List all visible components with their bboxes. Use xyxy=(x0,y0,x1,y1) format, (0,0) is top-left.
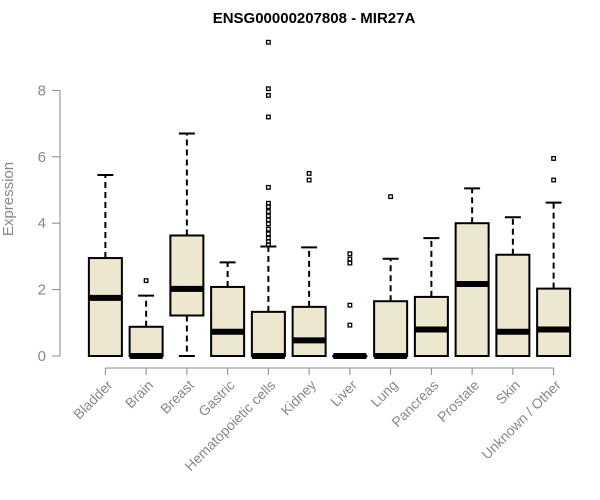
outlier-point xyxy=(265,92,271,98)
box-body xyxy=(210,285,246,357)
x-tick-label: Lung xyxy=(367,377,400,410)
y-axis: 0 2 4 6 8 xyxy=(38,82,61,365)
y-tick-label: 8 xyxy=(38,82,46,99)
box-liver xyxy=(332,251,368,359)
box-unknown-other xyxy=(536,156,572,358)
outlier-point xyxy=(265,231,271,237)
x-tick-label: Prostate xyxy=(434,377,482,425)
y-axis-label: Expression xyxy=(0,162,17,236)
box-brain xyxy=(128,278,164,359)
outlier-point xyxy=(265,39,271,45)
box-body xyxy=(454,222,490,357)
box-body xyxy=(87,257,123,357)
outlier-point xyxy=(265,221,271,227)
outlier-point xyxy=(265,209,271,215)
outlier-point xyxy=(347,302,353,308)
outlier-point xyxy=(347,251,353,257)
x-tick-label: Breast xyxy=(157,377,197,417)
y-tick-label: 6 xyxy=(38,149,46,166)
box-skin xyxy=(495,216,531,358)
outlier-point xyxy=(265,217,271,223)
box-prostate xyxy=(454,187,490,357)
outlier-point xyxy=(265,200,271,206)
y-tick-label: 2 xyxy=(38,282,46,299)
outlier-point xyxy=(306,170,312,176)
box-pancreas xyxy=(413,237,449,357)
outlier-point xyxy=(265,86,271,92)
outlier-point xyxy=(143,278,149,284)
box-gastric xyxy=(210,261,246,357)
box-kidney xyxy=(291,170,327,358)
chart-title: ENSG00000207808 - MIR27A xyxy=(213,10,416,27)
outlier-point xyxy=(265,114,271,120)
x-tick-label: Bladder xyxy=(70,377,116,423)
x-tick-label: Skin xyxy=(492,377,523,408)
outlier-point xyxy=(265,184,271,190)
outlier-point xyxy=(265,213,271,219)
x-tick-label: Liver xyxy=(327,377,360,410)
box-body xyxy=(373,300,409,357)
outlier-point xyxy=(347,322,353,328)
box-breast xyxy=(169,132,205,357)
outlier-point xyxy=(347,260,353,266)
box-bladder xyxy=(87,174,123,357)
box-body xyxy=(128,325,164,357)
y-tick-label: 4 xyxy=(38,215,46,232)
box-body xyxy=(250,310,286,357)
outlier-point xyxy=(306,177,312,183)
outlier-point xyxy=(551,177,557,183)
box-body xyxy=(169,234,205,317)
box-body xyxy=(495,253,531,358)
outlier-point xyxy=(388,194,394,200)
box-body xyxy=(291,305,327,358)
box-lung xyxy=(373,194,409,359)
outlier-point xyxy=(347,256,353,262)
outlier-point xyxy=(265,226,271,232)
box-body xyxy=(536,287,572,358)
outlier-point xyxy=(265,235,271,241)
x-tick-label: Kidney xyxy=(278,377,320,419)
outlier-point xyxy=(551,156,557,161)
x-tick-label: Brain xyxy=(122,377,156,411)
boxes-group xyxy=(87,39,572,359)
y-tick-label: 0 xyxy=(38,348,46,365)
box-hematopoietic-cells xyxy=(250,39,286,359)
